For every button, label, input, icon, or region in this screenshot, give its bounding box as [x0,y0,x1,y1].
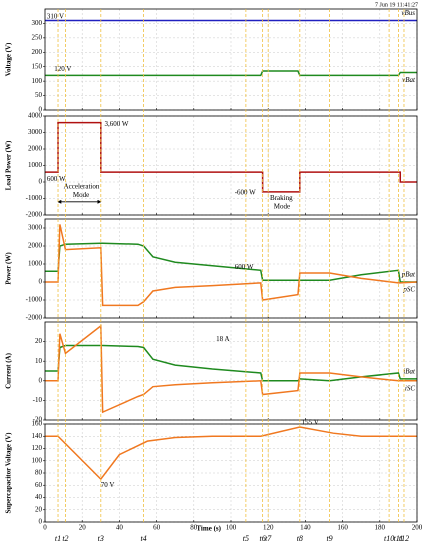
annotation: 600 W [47,175,66,183]
y-tick-label: -1000 [26,296,43,304]
series-label: pSC [402,286,415,294]
y-tick-label: 100 [32,456,43,464]
annotation: 600 W [235,263,254,271]
event-label: t8 [297,534,303,543]
annotation: 155 V [302,418,319,426]
x-axis-label: Time (s) [196,525,221,533]
event-label: t9 [326,534,332,543]
x-tick-label: 120 [263,524,274,532]
series-label: vBat [402,76,416,84]
y-tick-label: 0 [39,278,43,286]
event-label: t5 [243,534,249,543]
annotation: -600 W [235,188,256,196]
annotation: Mode [274,202,290,210]
annotation: Mode [73,191,89,199]
y-tick-label: 100 [32,77,43,85]
y-tick-label: 1000 [28,260,43,268]
y-tick-label: 250 [32,33,43,41]
event-label: t7 [265,534,272,543]
event-label: t10 [384,534,394,543]
x-tick-label: 200 [412,524,423,532]
plot-frame [44,8,418,111]
annotation: 70 V [101,481,115,489]
plot-frame [44,218,418,319]
series-line [45,324,417,414]
event-label: t2 [62,534,68,543]
y-tick-label: 10 [35,357,43,365]
annotation: 3,600 W [105,120,129,128]
series-label: pBat [401,271,416,279]
y-tick-label: 1000 [28,161,43,169]
x-tick-label: 40 [116,524,124,532]
x-tick-label: 140 [300,524,311,532]
x-tick-label: 60 [153,524,161,532]
event-label: t11 [394,534,404,543]
event-label: t4 [140,534,146,543]
y-axis-label: Voltage (V) [5,42,13,76]
plot-frame [44,321,418,421]
y-tick-label: 150 [32,62,43,70]
y-tick-label: 4000 [28,112,43,120]
annotation: Braking [270,194,293,202]
series-label: iSC [405,384,415,392]
x-tick-label: 20 [79,524,87,532]
x-tick-label: 180 [375,524,386,532]
y-tick-label: -2000 [26,211,43,219]
y-tick-label: 20 [35,337,43,345]
y-axis-label: Supercapacitor Voltage (V) [5,432,13,514]
y-tick-label: 80 [35,469,43,477]
timestamp: 7 Jun 19 11:41:27 [375,2,418,8]
y-tick-label: -20 [33,416,43,424]
y-tick-label: 3000 [28,224,43,232]
event-label: t1 [55,534,61,543]
y-tick-label: 3000 [28,128,43,136]
series-line [45,242,417,283]
y-axis-label: Load Power (W) [5,140,13,190]
series-line [45,70,417,77]
y-tick-label: 0 [39,518,43,526]
y-axis-label: Power (W) [5,252,13,285]
y-tick-label: 2000 [28,145,43,153]
x-tick-label: 100 [226,524,237,532]
series-line [45,344,417,382]
y-tick-label: 50 [35,91,43,99]
y-tick-label: 200 [32,48,43,56]
y-tick-label: 0 [39,178,43,186]
annotation: 120 V [54,65,71,73]
y-tick-label: 140 [32,432,43,440]
y-tick-label: 160 [32,420,43,428]
y-tick-label: -1000 [26,194,43,202]
y-tick-label: -2000 [26,314,43,322]
x-tick-label: 160 [337,524,348,532]
plot-frame [44,115,418,216]
y-tick-label: 2000 [28,242,43,250]
event-label: t6 [260,534,266,543]
y-tick-label: 300 [32,19,43,27]
event-label: t3 [98,534,104,543]
y-tick-label: 0 [39,106,43,114]
x-tick-label: 80 [190,524,198,532]
annotation: 18 A [216,335,229,343]
y-axis-label: Current (A) [5,352,13,389]
x-tick-label: 0 [43,524,47,532]
series-label: vBus [401,9,415,17]
y-tick-label: 0 [39,376,43,384]
y-tick-label: 120 [32,444,43,452]
y-tick-label: -10 [33,396,43,404]
series-line [45,224,418,307]
y-tick-label: 20 [35,505,43,513]
annotation: 310 V [47,13,64,21]
y-tick-label: 40 [35,493,43,501]
y-tick-label: 60 [35,481,43,489]
plot-frame [44,423,418,523]
series-label: iBat [403,367,416,375]
annotation: Acceleration [64,183,100,191]
event-label: t12 [399,534,409,543]
